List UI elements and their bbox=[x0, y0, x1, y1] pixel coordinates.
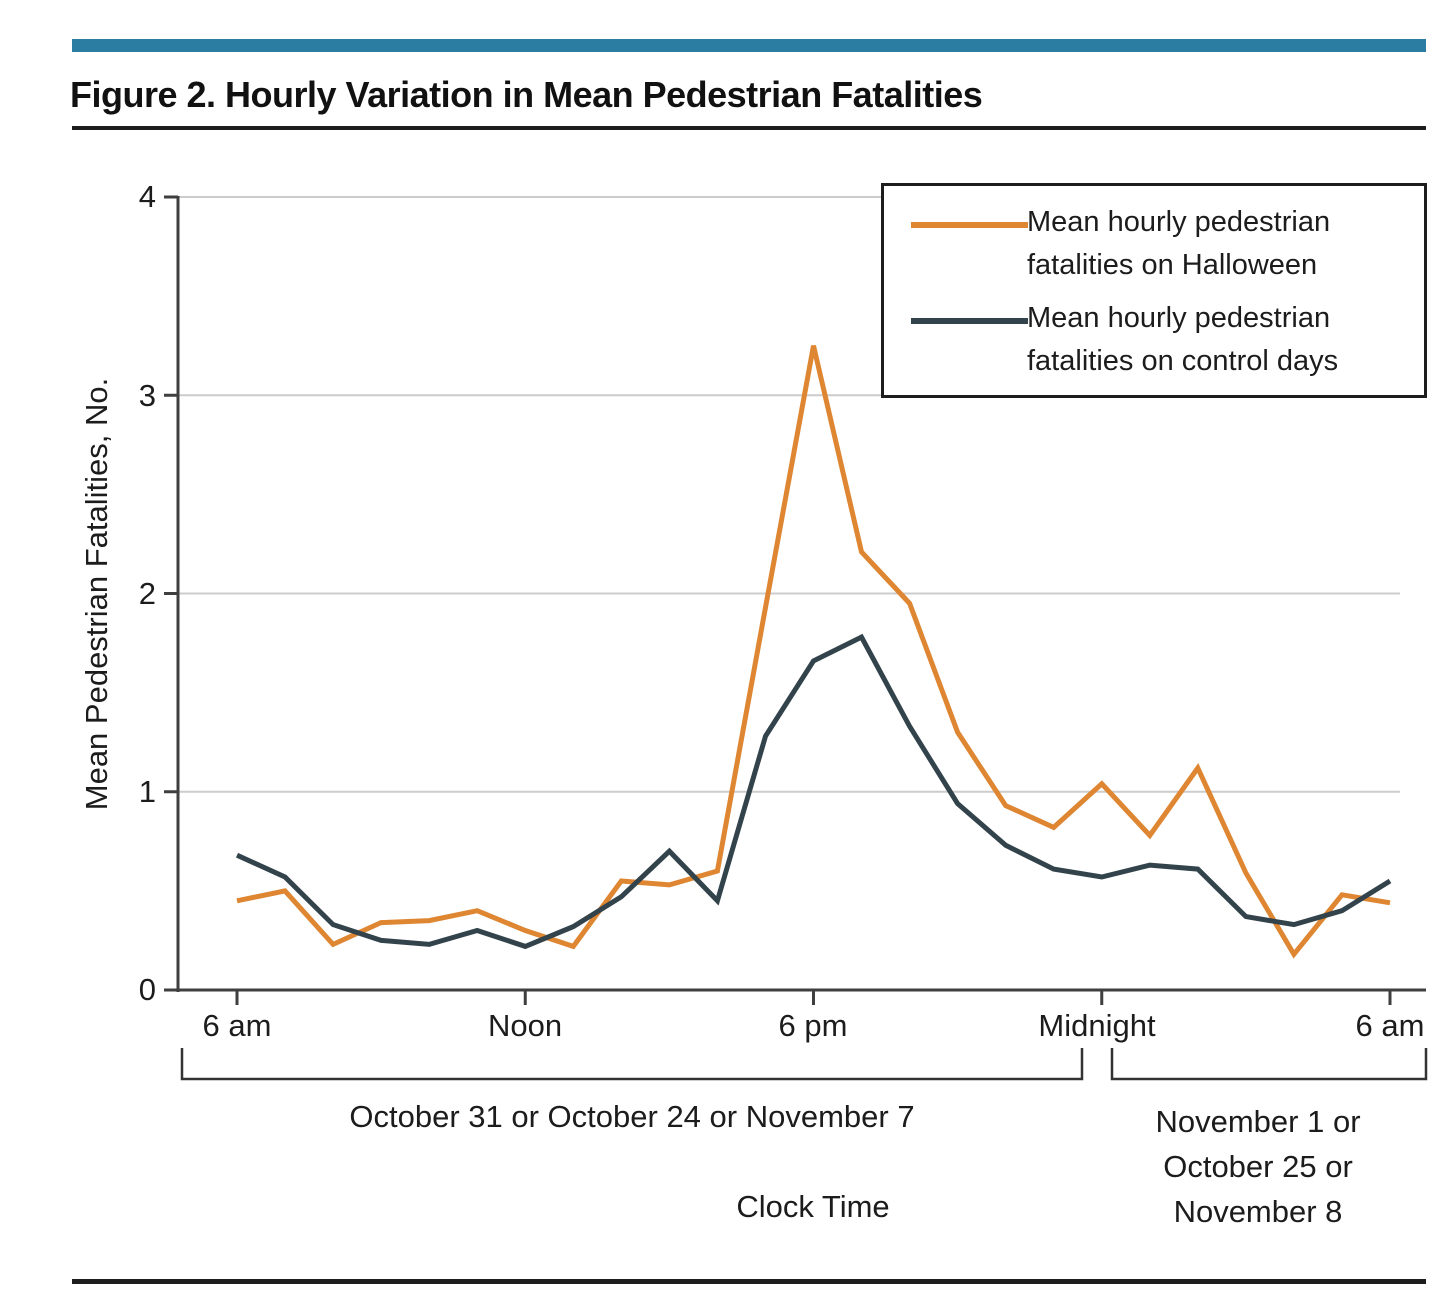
x-tick-label-6am-2: 6 am bbox=[1355, 1008, 1425, 1043]
series-line-control bbox=[235, 633, 1392, 950]
legend-label-control-line2: fatalities on control days bbox=[1027, 345, 1339, 377]
series-line-halloween bbox=[236, 345, 1391, 959]
legend-label-halloween: Mean hourly pedestrian fatalities on Hal… bbox=[1027, 201, 1330, 287]
legend: Mean hourly pedestrian fatalities on Hal… bbox=[881, 183, 1427, 398]
figure-title: Figure 2. Hourly Variation in Mean Pedes… bbox=[70, 74, 983, 115]
date-range-label-main: October 31 or October 24 or November 7 bbox=[349, 1099, 915, 1134]
x-axis-title: Clock Time bbox=[736, 1189, 890, 1224]
legend-label-control: Mean hourly pedestrian fatalities on con… bbox=[1027, 297, 1338, 383]
date-range-next-day-line1: November 1 or bbox=[1155, 1104, 1361, 1139]
bottom-rule bbox=[72, 1279, 1426, 1284]
control-line-sample bbox=[911, 318, 1028, 324]
day-bracket-left bbox=[180, 1048, 1084, 1081]
x-tick-label-6pm: 6 pm bbox=[778, 1008, 848, 1043]
y-tick-label-1: 1 bbox=[138, 774, 156, 809]
halloween-line-sample bbox=[911, 222, 1028, 228]
date-range-label-next-day: November 1 or October 25 or November 8 bbox=[1108, 1099, 1408, 1234]
accent-bar bbox=[72, 39, 1426, 52]
y-tick-label-2: 2 bbox=[138, 576, 156, 611]
y-tick-label-4: 4 bbox=[138, 179, 156, 214]
x-tick-label-6am: 6 am bbox=[202, 1008, 272, 1043]
legend-label-halloween-line2: fatalities on Halloween bbox=[1027, 249, 1318, 281]
legend-label-control-line1: Mean hourly pedestrian bbox=[1027, 302, 1331, 334]
title-divider-rule bbox=[72, 126, 1426, 130]
date-range-next-day-line3: November 8 bbox=[1173, 1194, 1343, 1229]
x-tick-label-midnight: Midnight bbox=[1038, 1008, 1156, 1043]
y-tick-label-3: 3 bbox=[138, 378, 156, 413]
y-tick-label-0: 0 bbox=[138, 972, 156, 1007]
day-bracket-right bbox=[1110, 1048, 1428, 1081]
x-tick-label-noon: Noon bbox=[487, 1008, 563, 1043]
y-axis-title: Mean Pedestrian Fatalities, No. bbox=[79, 377, 114, 811]
legend-label-halloween-line1: Mean hourly pedestrian bbox=[1027, 206, 1331, 238]
date-range-next-day-line2: October 25 or bbox=[1163, 1149, 1353, 1184]
